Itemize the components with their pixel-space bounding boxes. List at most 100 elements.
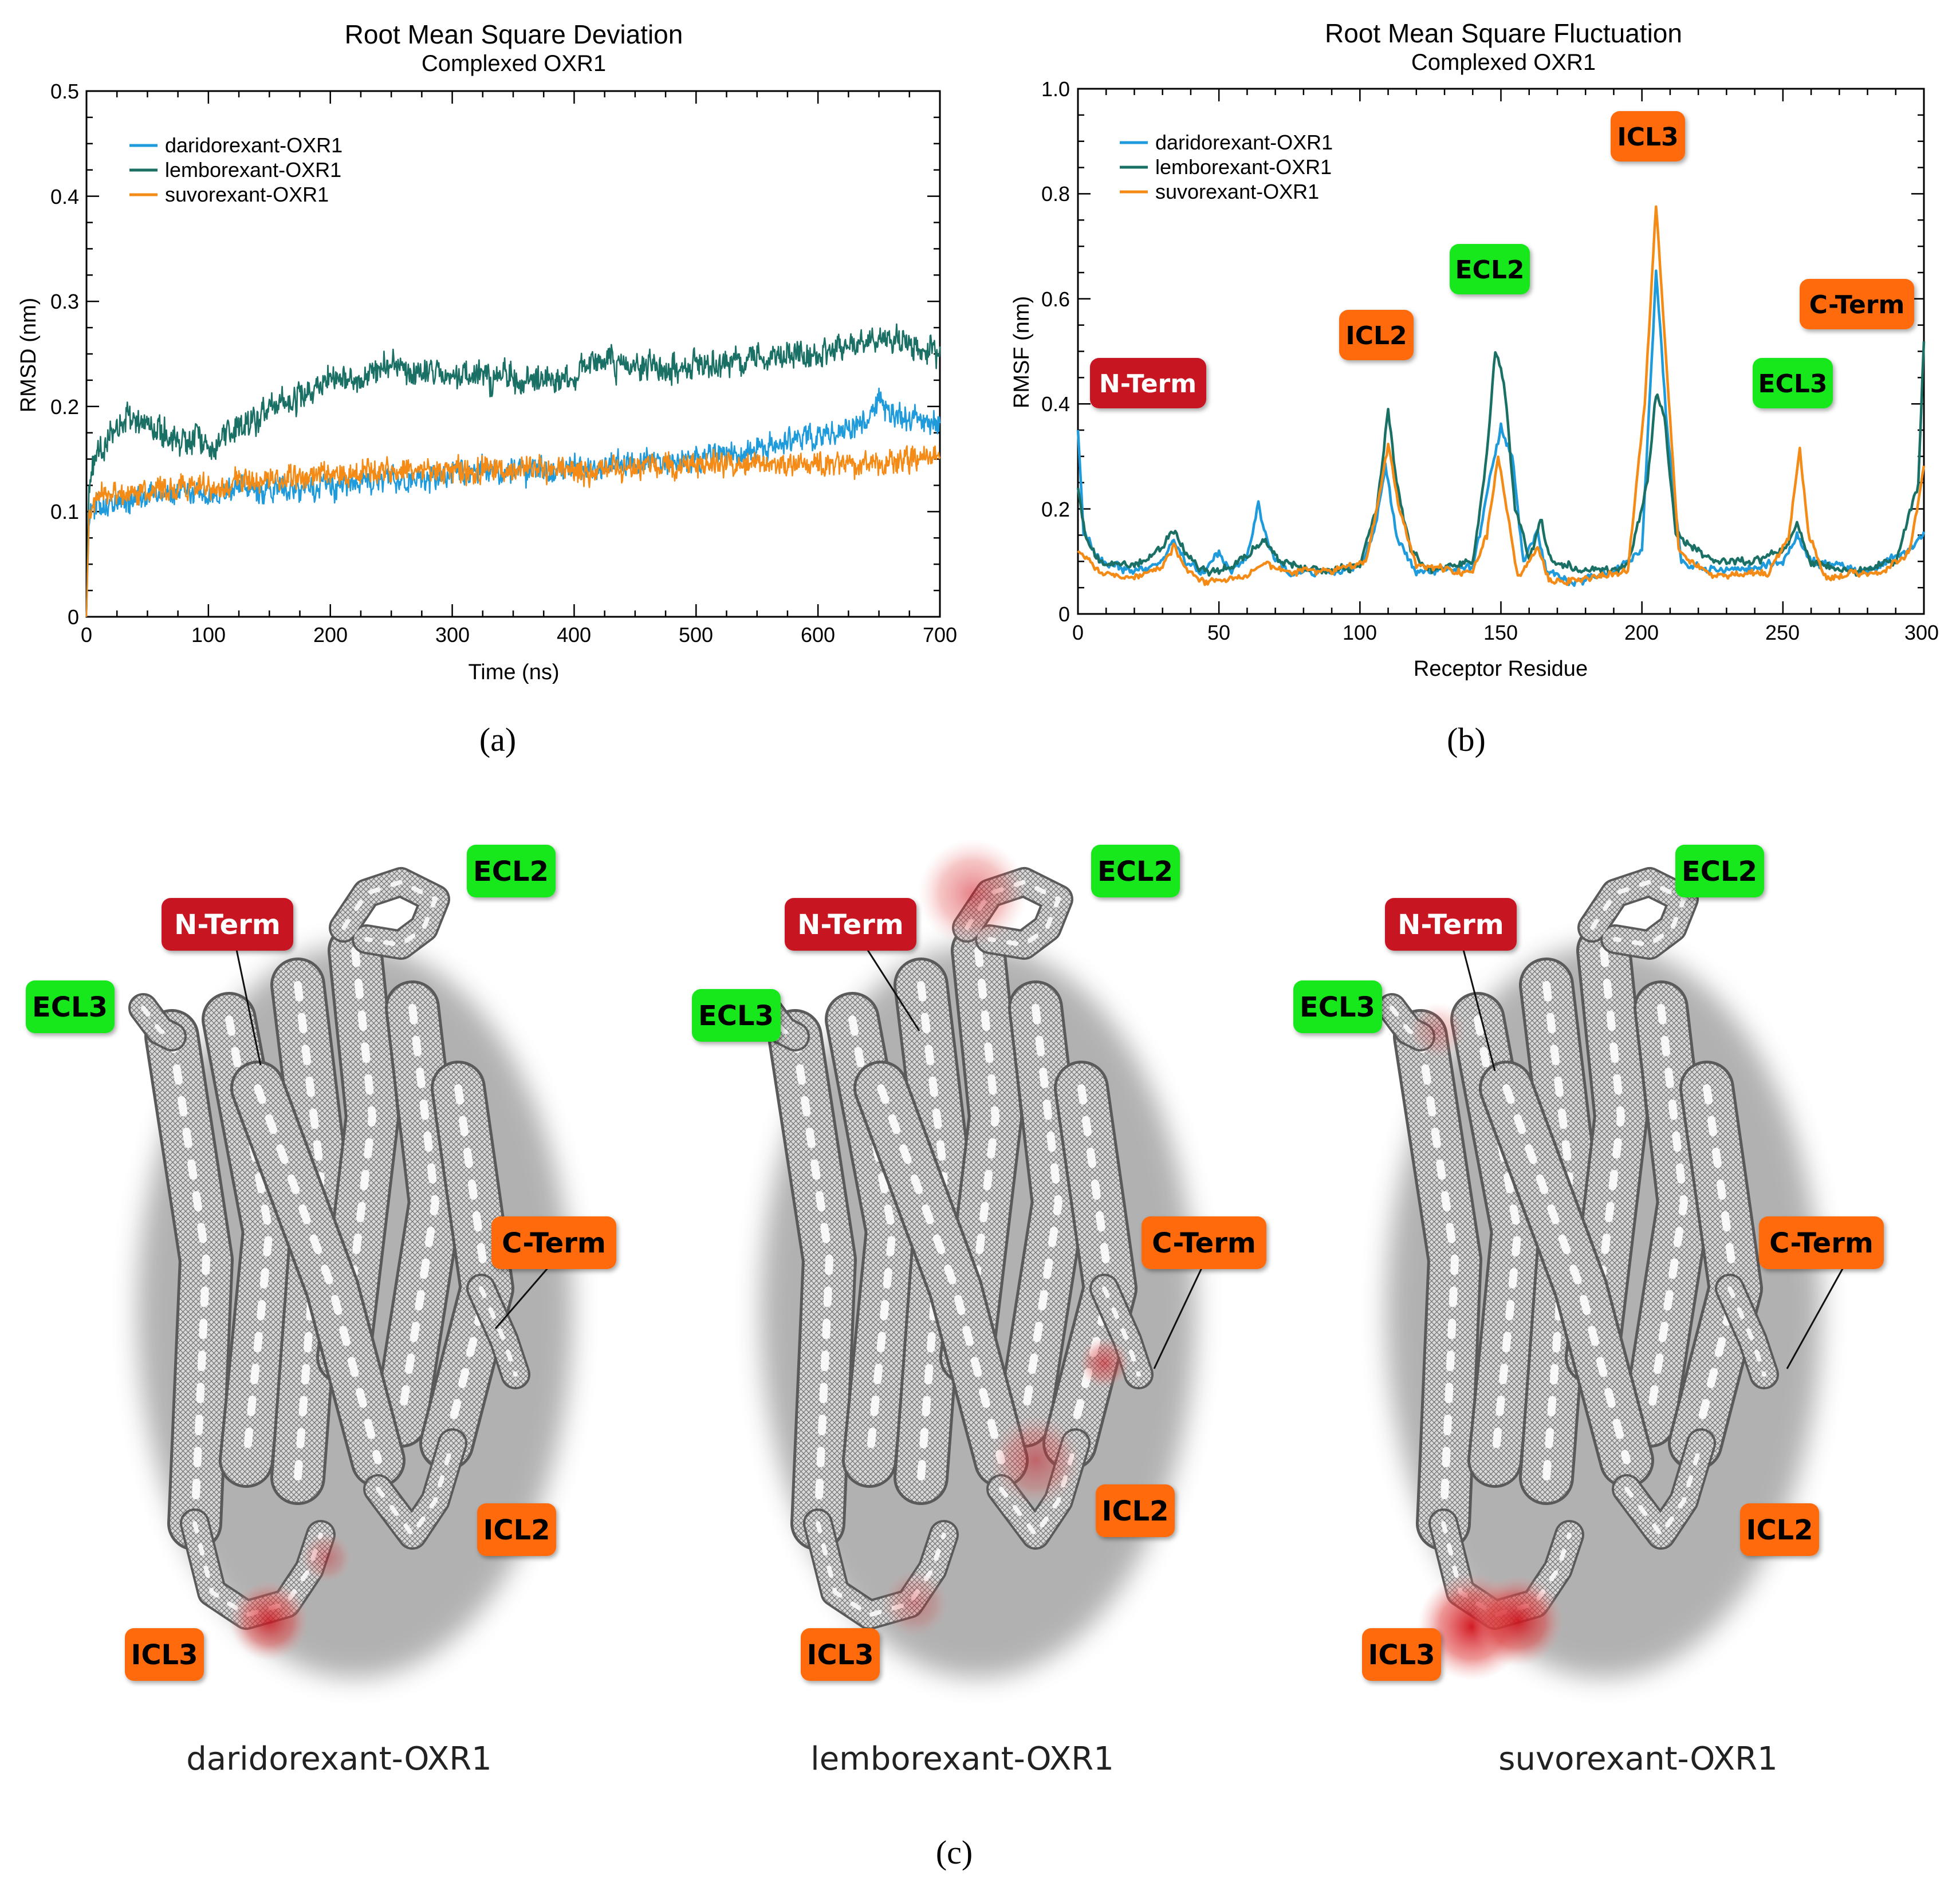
tag-icl2: ICL2: [1096, 1484, 1175, 1537]
tag-ecl3: ECL3: [1293, 980, 1382, 1033]
annotation-label: C-Term: [1809, 290, 1905, 320]
tag-c-term: C-Term: [491, 1216, 616, 1269]
panel-a-ylabel: RMSD (nm): [17, 298, 41, 413]
y-tick-label: 0.3: [50, 290, 79, 313]
series-line-lemborexant-OXR1: [1076, 341, 1926, 577]
panel-b-title: Root Mean Square Fluctuation: [1325, 18, 1682, 48]
panel-a-ticks: [85, 90, 941, 618]
y-tick-label: 0.4: [1041, 392, 1070, 416]
panel-a-legend: daridorexant-OXR1 lemborexant-OXR1 suvor…: [129, 133, 343, 206]
series-line-suvorexant-OXR1: [1077, 205, 1926, 586]
flexibility-highlight: [881, 1569, 950, 1638]
panel-a-y-tick-labels: 0 0.1 0.2 0.3 0.4 0.5: [50, 80, 79, 629]
panel-c-label: (c): [936, 1834, 973, 1871]
loop-highlight: [1624, 1441, 1703, 1539]
loop-highlight: [341, 879, 439, 948]
x-tick-label: 300: [1904, 621, 1939, 644]
x-tick-label: 400: [557, 623, 591, 647]
tag-label: C-Term: [502, 1227, 606, 1259]
panel-a: Root Mean Square Deviation Complexed OXR…: [17, 19, 957, 758]
flexibility-highlight: [301, 1532, 352, 1583]
y-tick-label: 0.2: [1041, 498, 1070, 521]
flexibility-highlight: [918, 839, 1027, 948]
tag-ecl2: ECL2: [467, 845, 556, 897]
loop-highlight: [1590, 879, 1687, 948]
y-tick-label: 0: [68, 605, 79, 629]
legend-label: lemborexant-OXR1: [1155, 155, 1332, 179]
x-tick-label: 0: [1072, 621, 1084, 644]
tag-label: ICL3: [131, 1639, 198, 1671]
tag-label: ICL2: [1746, 1514, 1813, 1546]
leader-line: [494, 1265, 551, 1329]
y-tick-label: 0.8: [1041, 182, 1070, 206]
helix-highlight: [254, 1084, 382, 1464]
tag-label: N-Term: [797, 909, 904, 941]
y-tick-label: 0.5: [50, 80, 79, 103]
panel-b-subtitle: Complexed OXR1: [1411, 50, 1596, 75]
helix-highlight: [877, 1084, 1005, 1464]
legend-label: suvorexant-OXR1: [165, 183, 329, 206]
tag-icl3: ICL3: [1362, 1628, 1441, 1681]
tag-ecl3: ECL3: [26, 980, 115, 1033]
y-tick-label: 0.1: [50, 500, 79, 523]
protein-renders: [128, 839, 1821, 1681]
tag-c-term: C-Term: [1142, 1216, 1266, 1269]
protein-render-1: [128, 867, 573, 1678]
x-tick-label: 200: [313, 623, 348, 647]
panel-b-label: (b): [1447, 721, 1486, 758]
tag-label: ICL2: [483, 1514, 550, 1546]
helix-highlight: [1502, 1084, 1631, 1464]
annotation-icl3: ICL3: [1611, 111, 1685, 161]
panel-b-ylabel: RMSF (nm): [1010, 296, 1034, 408]
panel-a-xlabel: Time (ns): [468, 660, 559, 684]
tag-label: N-Term: [1398, 909, 1504, 941]
leader-line: [1153, 1265, 1204, 1369]
legend-label: suvorexant-OXR1: [1155, 180, 1319, 203]
helix-highlight: [1542, 981, 1574, 1482]
structure-3-caption: suvorexant-OXR1: [1498, 1740, 1777, 1778]
tag-n-term: N-Term: [785, 898, 916, 951]
tag-ecl2: ECL2: [1675, 845, 1764, 897]
helix-highlight: [1646, 1004, 1689, 1424]
panel-b-x-tick-labels: 0 50 100 150 200 250 300: [1072, 621, 1939, 644]
helix-highlight: [917, 981, 948, 1482]
structure-3-tags: ECL2 N-Term ECL3 C-Term ICL2 ICL3: [1293, 845, 1884, 1681]
x-tick-label: 100: [191, 623, 226, 647]
leader-line: [1457, 927, 1496, 1072]
protein-render-2: [751, 839, 1196, 1678]
y-tick-label: 0: [1058, 602, 1070, 626]
helix-highlight: [791, 1033, 834, 1527]
tag-label: ICL3: [1368, 1639, 1435, 1671]
helix-highlight: [397, 1004, 440, 1424]
legend-label: daridorexant-OXR1: [1155, 131, 1333, 154]
helix-highlight: [1020, 1004, 1063, 1424]
annotation-label: ECL2: [1455, 255, 1525, 285]
y-tick-label: 0.2: [50, 395, 79, 419]
tag-label: ECL2: [473, 856, 549, 888]
structure-2-tags: ECL2 N-Term ECL3 C-Term ICL2 ICL3: [692, 845, 1266, 1681]
y-tick-label: 1.0: [1041, 77, 1070, 101]
protein-render-3: [1377, 867, 1821, 1681]
tag-icl3: ICL3: [801, 1628, 880, 1681]
panel-c: ECL2 N-Term ECL3 C-Term ICL2 ICL3 darido…: [26, 839, 1884, 1871]
tag-n-term: N-Term: [1385, 898, 1517, 951]
flexibility-highlight: [1472, 1575, 1564, 1667]
structure-1-caption: daridorexant-OXR1: [186, 1740, 492, 1778]
annotation-n-term: N-Term: [1090, 358, 1206, 408]
helix-highlight: [1416, 1033, 1459, 1527]
tag-icl3: ICL3: [125, 1628, 204, 1681]
panel-b-xlabel: Receptor Residue: [1414, 657, 1588, 681]
x-tick-label: 300: [435, 623, 470, 647]
flexibility-highlight: [229, 1581, 309, 1661]
loop-mesh: [1092, 1276, 1151, 1387]
x-tick-label: 250: [1765, 621, 1800, 644]
x-tick-label: 200: [1624, 621, 1659, 644]
tag-label: ECL3: [698, 1000, 774, 1032]
panel-a-label: (a): [479, 721, 516, 758]
series-line-daridorexant-OXR1: [85, 387, 941, 617]
flexibility-highlight: [1079, 1337, 1130, 1389]
tag-label: ECL2: [1682, 856, 1757, 888]
x-tick-label: 500: [679, 623, 713, 647]
annotation-label: N-Term: [1099, 369, 1197, 399]
